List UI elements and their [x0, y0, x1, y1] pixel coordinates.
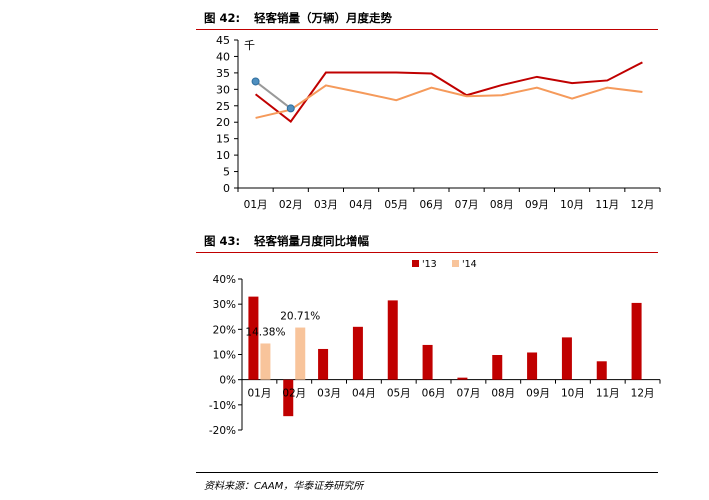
y-tick-label: 45 [216, 34, 230, 47]
legend-label: '14 [462, 259, 477, 270]
bar-1 [596, 361, 607, 380]
bar-2 [295, 327, 306, 380]
y-tick-label: 40 [216, 50, 230, 63]
y-tick-label: 35 [216, 67, 230, 80]
y-tick-label: 10 [216, 149, 230, 162]
data-label: 20.71% [280, 311, 320, 323]
source-text: 资料来源：CAAM，华泰证券研究所 [204, 481, 364, 492]
x-tick-label: 03月 [314, 199, 338, 211]
x-tick-label: 06月 [419, 199, 443, 211]
data-label: 14.38% [245, 326, 285, 338]
annotation-marker [251, 77, 260, 86]
x-tick-label: 12月 [630, 199, 654, 211]
x-tick-label: 01月 [244, 199, 268, 211]
x-tick-label: 09月 [526, 388, 550, 400]
figure-title: 轻客销量（万辆）月度走势 [254, 11, 392, 25]
x-tick-label: 04月 [349, 199, 373, 211]
legend-swatch [412, 260, 419, 267]
figure-42-header: 图 42: 轻客销量（万辆）月度走势 [196, 7, 658, 30]
bar-1 [561, 337, 572, 380]
x-tick-label: 03月 [317, 388, 341, 400]
y-tick-label: 15 [216, 133, 230, 146]
legend-label: '13 [422, 259, 437, 270]
source-note: 资料来源：CAAM，华泰证券研究所 [196, 472, 658, 495]
y-tick-label: 30 [216, 83, 230, 96]
x-tick-label: 02月 [279, 199, 303, 211]
bar-1 [457, 377, 468, 380]
x-tick-label: 10月 [561, 388, 585, 400]
annotation-line [254, 80, 292, 110]
x-tick-label: 02月 [282, 388, 306, 400]
y-tick-label: 30% [213, 299, 236, 311]
bar-1 [387, 300, 398, 380]
y-tick-label: 0% [219, 375, 236, 387]
x-tick-label: 07月 [455, 199, 479, 211]
bar-1 [527, 352, 538, 380]
series-line-2 [255, 84, 643, 119]
x-tick-label: 12月 [631, 388, 655, 400]
bar-2 [260, 343, 271, 380]
line-chart-sales: 0 5 10 15 20 25 30 35 40 45 01月 02月 03月 04月 05月 06月 07月 0… [216, 34, 661, 211]
figure-43-header: 图 43: 轻客销量月度同比增幅 [196, 230, 658, 253]
bar-1 [318, 348, 329, 380]
y-tick-label: 10% [213, 350, 236, 362]
x-tick-label: 10月 [560, 199, 584, 211]
y-tick-label: 0 [223, 182, 230, 195]
figure-number: 图 43: [204, 234, 241, 248]
y-tick-label: 20% [213, 324, 236, 336]
bar-1 [631, 302, 642, 380]
x-tick-label: 08月 [490, 199, 514, 211]
x-tick-label: 06月 [422, 388, 446, 400]
bar-1 [248, 296, 259, 380]
bar-1 [422, 344, 433, 380]
series-line-1 [254, 61, 643, 123]
x-tick-label: 11月 [596, 388, 620, 400]
bar-1 [352, 326, 363, 380]
y-tick-label: -10% [209, 400, 236, 412]
legend-swatch [452, 260, 459, 267]
bar-1 [492, 355, 503, 380]
y-axis-unit: 千 [244, 39, 255, 52]
x-tick-label: 11月 [595, 199, 619, 211]
x-tick-label: 05月 [384, 199, 408, 211]
y-tick-label: 5 [223, 166, 230, 179]
y-tick-label: 20 [216, 116, 230, 129]
x-tick-label: 05月 [387, 388, 411, 400]
x-tick-label: 01月 [247, 388, 271, 400]
x-tick-label: 08月 [491, 388, 515, 400]
figure-title: 轻客销量月度同比增幅 [254, 234, 369, 248]
figure-number: 图 42: [204, 11, 241, 25]
x-tick-label: 07月 [456, 388, 480, 400]
y-tick-label: 40% [213, 274, 236, 286]
bar-1 [283, 379, 294, 417]
y-tick-label: 25 [216, 100, 230, 113]
y-tick-label: -20% [209, 425, 236, 437]
annotation-marker [286, 104, 295, 113]
x-tick-label: 04月 [352, 388, 376, 400]
x-tick-label: 09月 [525, 199, 549, 211]
